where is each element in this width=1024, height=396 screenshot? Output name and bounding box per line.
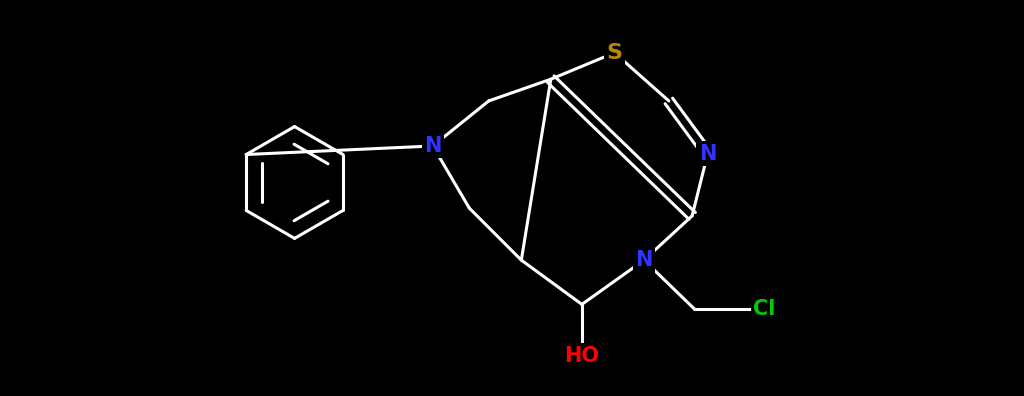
Text: N: N: [635, 250, 652, 270]
Text: N: N: [699, 144, 717, 164]
Text: S: S: [606, 43, 623, 63]
Text: HO: HO: [564, 346, 599, 366]
Text: Cl: Cl: [754, 299, 775, 319]
Text: N: N: [424, 136, 441, 156]
